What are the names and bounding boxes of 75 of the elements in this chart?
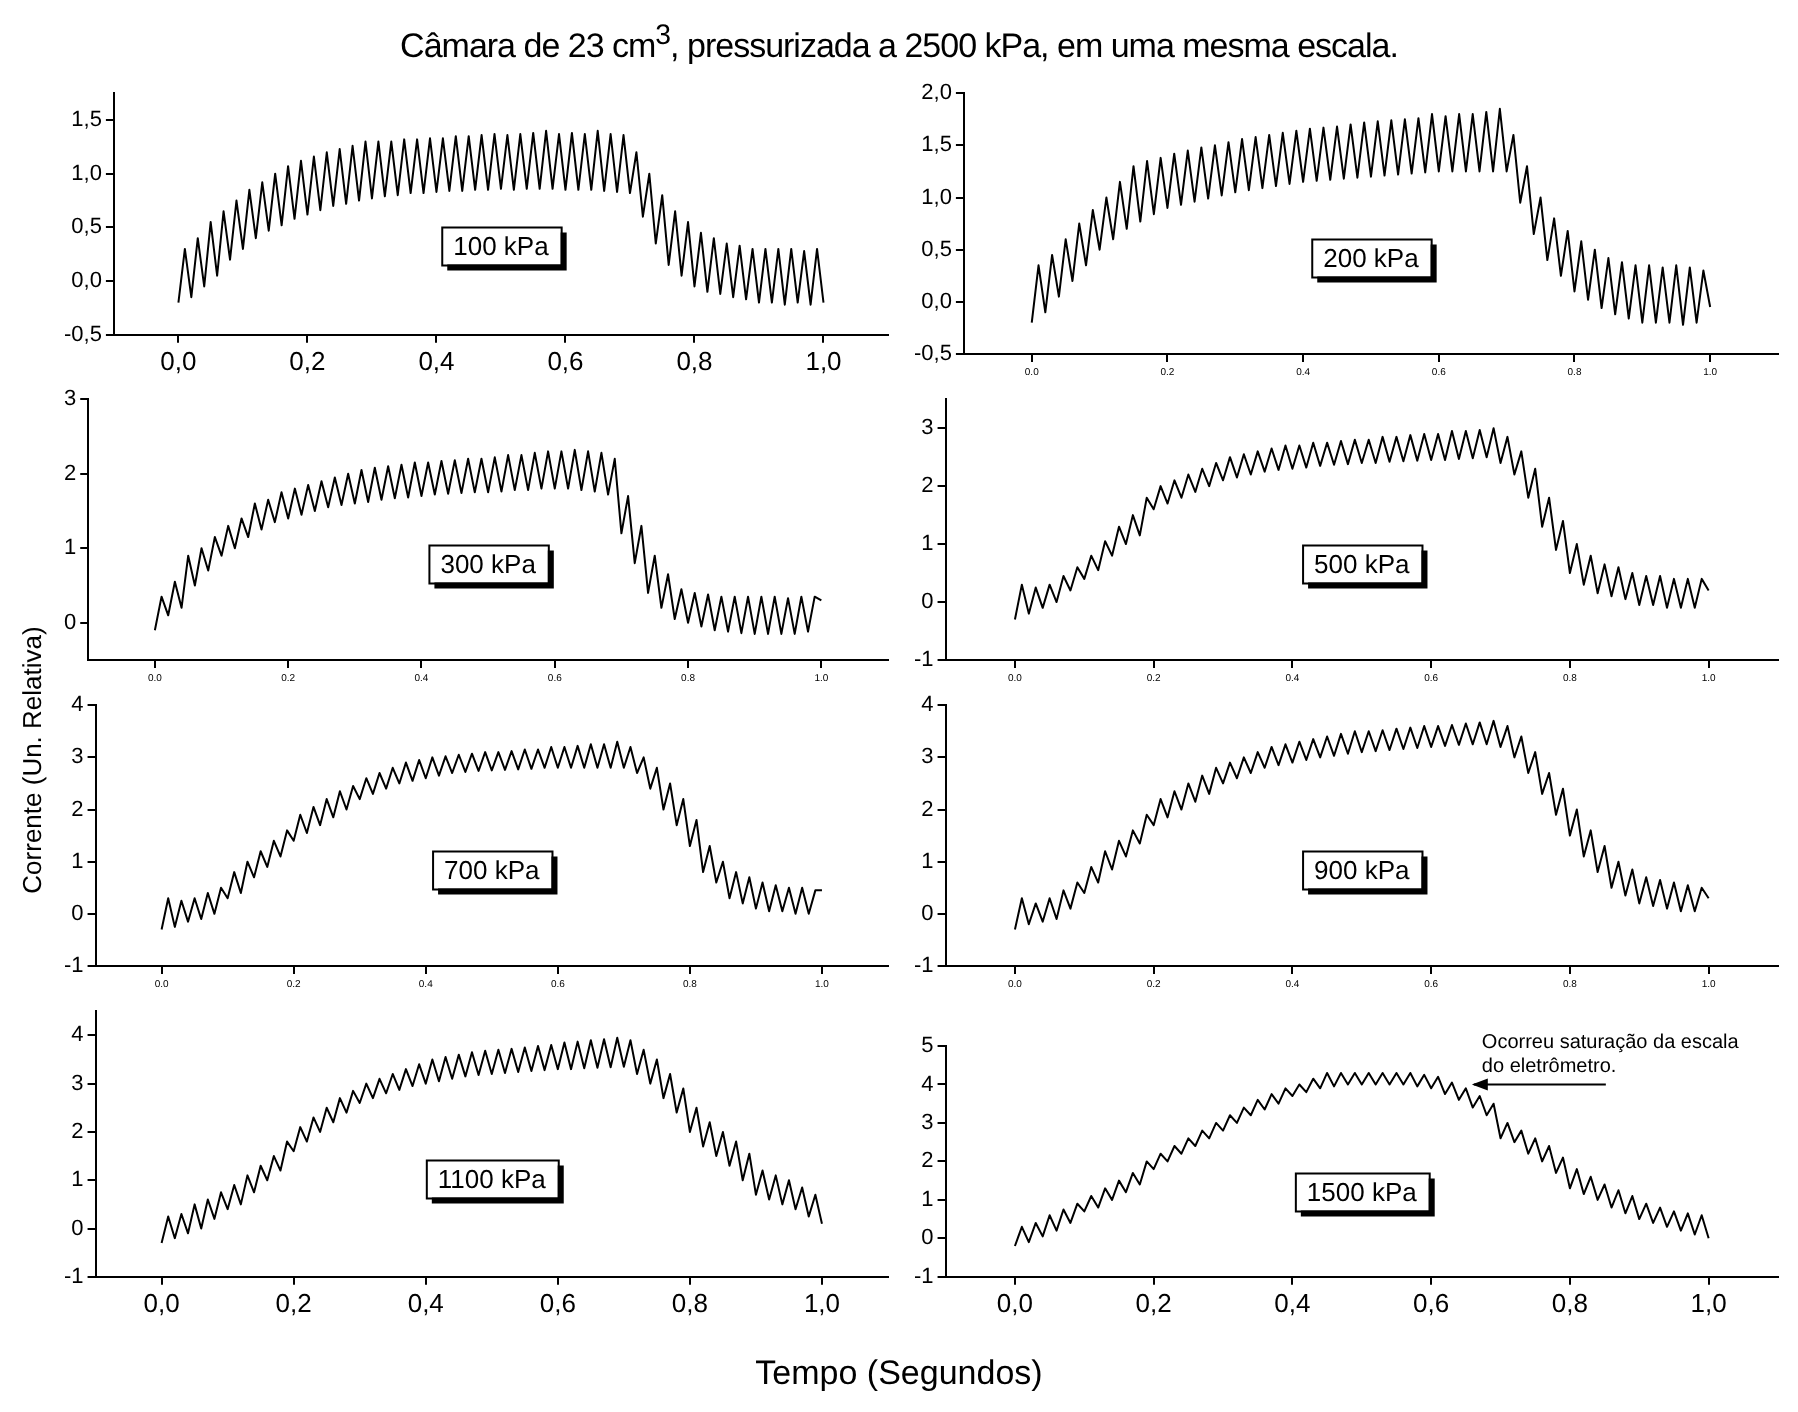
- annotation: 700 kPa: [444, 854, 542, 885]
- x-tick-label: 0,6: [1413, 1287, 1450, 1318]
- y-tick-label: 3: [921, 416, 934, 441]
- annotation: 1100 kPa: [437, 1163, 548, 1194]
- y-tick-label: -1: [64, 1264, 84, 1289]
- x-tick-label: 0,8: [1551, 1287, 1588, 1318]
- x-tick-label: 0,0: [143, 1287, 180, 1318]
- y-tick-label: 3: [71, 1071, 84, 1096]
- y-tick-label: 2: [921, 1149, 934, 1174]
- y-tick-label: 2: [63, 461, 77, 486]
- y-tick-label: -1: [914, 648, 934, 673]
- x-tick-label: 0,2: [1135, 1287, 1172, 1318]
- y-tick-label: 4: [71, 693, 84, 718]
- y-tick-label: 2: [921, 474, 934, 499]
- y-tick-label: 1,5: [921, 133, 952, 158]
- y-axis-title: Corrente (Un. Relativa): [17, 626, 47, 894]
- y-tick-label: 1,0: [921, 185, 952, 210]
- y-tick-label: 1: [71, 849, 84, 874]
- y-tick-label: 4: [71, 1023, 84, 1048]
- annotation: 1500 kPa: [1306, 1176, 1419, 1207]
- x-tick-label: 0,8: [671, 1287, 708, 1318]
- y-tick-label: 3: [71, 745, 84, 770]
- y-tick-label: 0,5: [921, 237, 952, 262]
- y-tick-label: 3: [921, 1111, 934, 1135]
- y-tick-label: -0,5: [63, 322, 102, 347]
- y-tick-label: 1: [63, 536, 77, 561]
- annotation: 900 kPa: [1314, 854, 1412, 885]
- y-tick-label: 2,0: [921, 81, 952, 106]
- y-tick-label: 3: [63, 387, 77, 412]
- x-tick-label: 1,0: [1690, 1287, 1727, 1318]
- x-tick-label: 0,0: [160, 345, 197, 376]
- y-tick-label: 5: [921, 1034, 934, 1059]
- y-tick-label: 0: [71, 1216, 84, 1241]
- y-tick-label: 4: [921, 1072, 934, 1097]
- x-tick-label: 0,6: [547, 345, 584, 376]
- y-tick-label: -0,5: [913, 342, 952, 367]
- x-tick-label: 0,0: [996, 1287, 1034, 1318]
- y-tick-label: 2: [921, 797, 934, 822]
- annotation: 300 kPa: [440, 548, 538, 579]
- x-tick-label: 0,6: [539, 1287, 576, 1318]
- y-tick-label: 0,0: [71, 269, 102, 294]
- x-tick-label: 0,8: [676, 345, 713, 376]
- annotation: 200 kPa: [1323, 242, 1421, 273]
- annotation: Ocorreu saturação da escala do eletrômetro.: [1481, 1032, 1740, 1079]
- y-tick-label: 3: [921, 745, 934, 770]
- y-tick-label: 1: [921, 849, 934, 874]
- chart-title: Câmara de 23 cm$^{3}$, pressurizada a 2500 kPa, em uma mesma escala.: [398, 20, 1400, 68]
- y-tick-label: 0,0: [921, 289, 952, 314]
- y-tick-label: -1: [914, 954, 934, 979]
- y-tick-label: 2: [71, 1119, 84, 1144]
- x-tick-label: 0,4: [418, 345, 455, 376]
- x-tick-label: 1,0: [805, 345, 842, 376]
- y-tick-label: -1: [64, 954, 84, 979]
- x-axis-title: Tempo (Segundos): [753, 1354, 1045, 1394]
- y-tick-label: 0: [63, 610, 77, 635]
- x-tick-label: 0,4: [407, 1287, 444, 1318]
- y-tick-label: 0: [921, 1226, 934, 1251]
- y-tick-label: 2: [71, 797, 84, 822]
- x-tick-label: 0,2: [289, 345, 326, 376]
- x-tick-label: 1,0: [803, 1287, 841, 1318]
- y-tick-label: 0: [921, 590, 934, 615]
- y-tick-label: 4: [921, 693, 934, 718]
- y-tick-label: 1,0: [71, 161, 102, 186]
- annotation: 100 kPa: [453, 230, 551, 261]
- y-tick-label: 0: [71, 901, 84, 926]
- annotation: 500 kPa: [1314, 548, 1412, 579]
- y-tick-label: 1: [921, 1187, 934, 1212]
- y-tick-label: 1: [71, 1168, 84, 1193]
- y-tick-label: -1: [914, 1264, 934, 1289]
- x-tick-label: 0,4: [1274, 1287, 1311, 1318]
- y-tick-label: 0: [921, 901, 934, 926]
- x-tick-label: 0,2: [275, 1287, 312, 1318]
- y-tick-label: 0,5: [71, 215, 102, 240]
- y-tick-label: 1,5: [71, 108, 102, 133]
- y-tick-label: 1: [921, 532, 934, 557]
